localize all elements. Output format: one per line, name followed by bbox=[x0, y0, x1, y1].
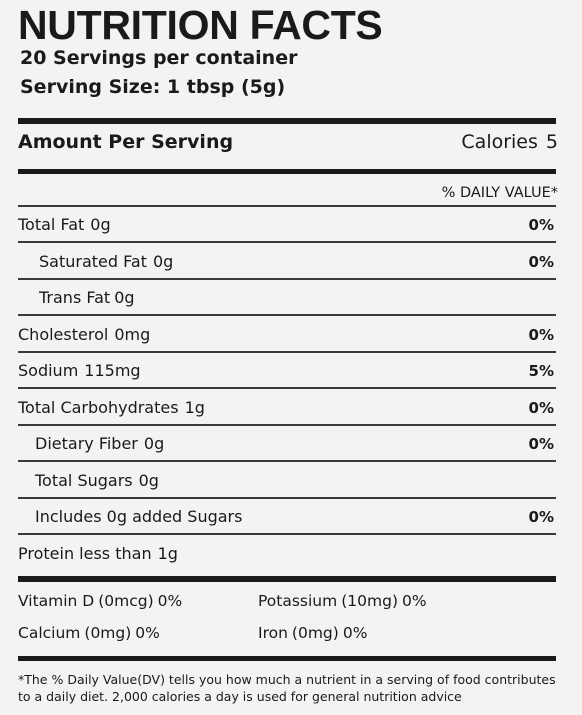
footnote: *The % Daily Value(DV) tells you how muc… bbox=[18, 672, 556, 704]
vitamin-name: Vitamin D bbox=[18, 592, 95, 610]
calcium: Calcium (0mg) 0% bbox=[18, 624, 160, 642]
nutrient-name: Sodium bbox=[18, 361, 79, 380]
nutrient-dv: 0% bbox=[528, 435, 554, 453]
nutrient-dv: 0% bbox=[528, 216, 554, 234]
nutrient-row-total-fat: Total Fat 0g bbox=[18, 215, 111, 234]
nutrient-row-cholesterol: Cholesterol 0mg bbox=[18, 325, 150, 344]
nutrient-amount: 0g bbox=[90, 215, 111, 234]
label-title: NUTRITION FACTS bbox=[18, 2, 383, 48]
nutrient-name: Trans Fat bbox=[39, 288, 111, 307]
nutrient-name: Total Sugars bbox=[35, 471, 133, 490]
nutrient-row-trans-fat: Trans Fat 0g bbox=[39, 288, 135, 307]
thick-divider bbox=[18, 576, 556, 582]
nutrient-amount: 0g bbox=[138, 471, 159, 490]
row-divider bbox=[18, 351, 556, 353]
nutrient-row-saturated-fat: Saturated Fat 0g bbox=[39, 252, 173, 271]
vitamin-dv: 0% bbox=[342, 624, 368, 642]
nutrient-amount: 0g bbox=[114, 288, 135, 307]
row-divider bbox=[18, 460, 556, 462]
vitamin-dv: 0% bbox=[402, 592, 427, 610]
thick-divider bbox=[18, 169, 556, 174]
row-divider bbox=[18, 205, 556, 207]
iron: Iron (0mg) 0% bbox=[258, 624, 367, 642]
potassium: Potassium (10mg) 0% bbox=[258, 592, 427, 610]
nutrient-name: Dietary Fiber bbox=[35, 434, 138, 453]
daily-value-header: % DAILY VALUE* bbox=[441, 185, 558, 201]
nutrient-amount: 1g bbox=[184, 398, 205, 417]
vitamin-dv: 0% bbox=[135, 624, 160, 642]
nutrient-row-dietary-fiber: Dietary Fiber 0g bbox=[35, 434, 164, 453]
row-divider bbox=[18, 497, 556, 499]
nutrient-name: Saturated Fat bbox=[39, 252, 147, 271]
row-divider bbox=[18, 278, 556, 280]
nutrient-row-total-sugars: Total Sugars 0g bbox=[35, 471, 159, 490]
row-divider bbox=[18, 424, 556, 426]
nutrient-name: Protein less than bbox=[18, 544, 152, 563]
vitamin-dv: 0% bbox=[157, 592, 183, 610]
nutrient-row-sodium: Sodium 115mg bbox=[18, 361, 141, 380]
vitamin-amount: (0mg) bbox=[84, 624, 132, 642]
vitamin-name: Calcium bbox=[18, 624, 81, 642]
calories-value: 5 bbox=[545, 131, 558, 153]
serving-size: Serving Size: 1 tbsp (5g) bbox=[20, 76, 286, 98]
row-divider bbox=[18, 533, 556, 535]
vitamin-amount: (10mg) bbox=[341, 592, 398, 610]
nutrient-amount: 1g bbox=[157, 544, 178, 563]
amount-per-serving: Amount Per Serving bbox=[18, 131, 234, 153]
nutrient-amount: 0mg bbox=[114, 325, 151, 344]
nutrient-dv: 0% bbox=[528, 326, 554, 344]
vitamin-d: Vitamin D (0mcg) 0% bbox=[18, 592, 182, 610]
nutrient-amount: 0g bbox=[152, 252, 174, 271]
vitamin-amount: (0mcg) bbox=[98, 592, 154, 610]
calories: Calories 5 bbox=[461, 131, 558, 153]
row-divider bbox=[18, 241, 556, 243]
thick-divider bbox=[18, 656, 556, 661]
nutrient-dv: 5% bbox=[528, 362, 554, 380]
nutrient-name: Total Fat bbox=[18, 215, 85, 234]
vitamin-amount: (0mg) bbox=[291, 624, 339, 642]
nutrient-dv: 0% bbox=[528, 399, 554, 417]
nutrient-row-protein: Protein less than 1g bbox=[18, 544, 178, 563]
row-divider bbox=[18, 314, 556, 316]
thick-divider bbox=[18, 118, 556, 124]
calories-label: Calories bbox=[461, 131, 538, 153]
vitamin-name: Potassium bbox=[258, 592, 338, 610]
nutrient-name: Total Carbohydrates bbox=[18, 398, 179, 417]
nutrient-row-total-carbohydrates: Total Carbohydrates 1g bbox=[18, 398, 205, 417]
nutrient-dv: 0% bbox=[528, 508, 554, 526]
vitamin-name: Iron bbox=[258, 624, 288, 642]
nutrient-dv: 0% bbox=[528, 253, 554, 271]
nutrient-amount: 0g bbox=[143, 434, 165, 453]
nutrient-name: Includes 0g added Sugars bbox=[35, 507, 243, 526]
nutrient-amount: 115mg bbox=[84, 361, 141, 380]
row-divider bbox=[18, 387, 556, 389]
nutrient-row-added-sugars: Includes 0g added Sugars bbox=[35, 507, 248, 526]
servings-per-container: 20 Servings per container bbox=[20, 47, 298, 69]
nutrient-name: Cholesterol bbox=[18, 325, 109, 344]
